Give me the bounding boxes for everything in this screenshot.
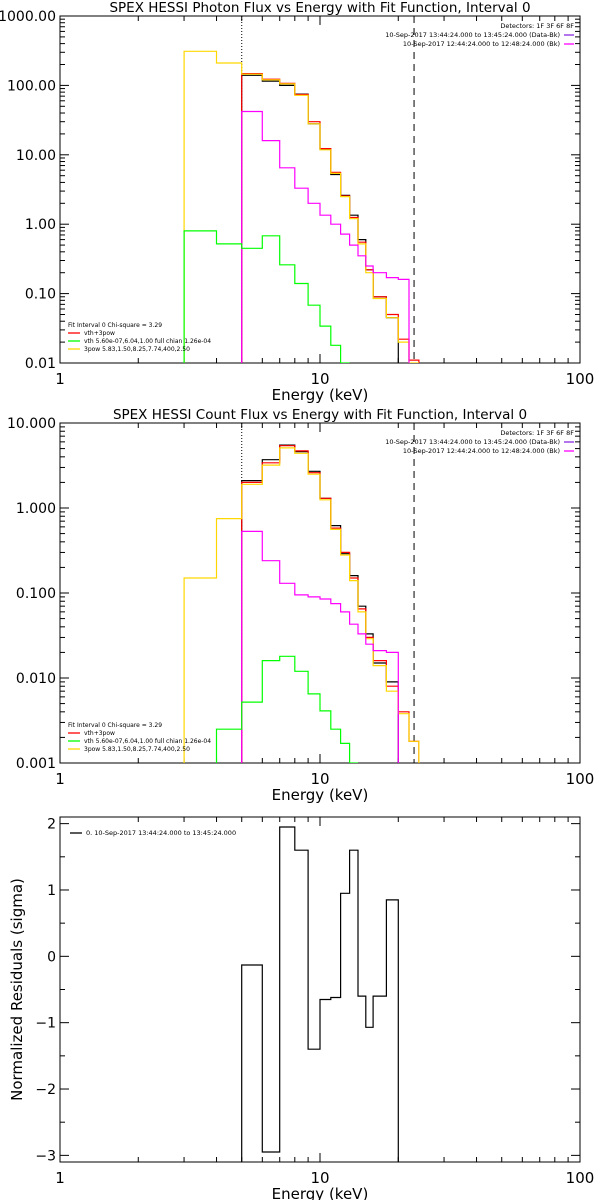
y-tick-label: 0.01 xyxy=(25,356,56,372)
y-tick-label: 0 xyxy=(47,949,56,965)
series-bk xyxy=(241,110,410,363)
legend-bottom-item: vth+3pow xyxy=(84,330,115,337)
series-0-10-sep-2017-13-44-24-000-to-13-45-24-000 xyxy=(241,826,399,1162)
legend-bottom-item: vth+3pow xyxy=(84,730,115,737)
x-tick-label: 1 xyxy=(55,370,65,388)
y-tick-label: 10.000 xyxy=(7,416,56,432)
y-tick-label: 0.100 xyxy=(16,586,56,602)
legend-top-item: 0. 10-Sep-2017 13:44:24.000 to 13:45:24.… xyxy=(86,829,236,837)
y-tick-label: −1 xyxy=(35,1016,56,1032)
y-tick-label: 1.000 xyxy=(16,501,56,517)
x-axis-label: Energy (keV) xyxy=(272,386,369,404)
chart-panel-0: 1 10 100 Energy (keV) 0.01 0.10 1.00 10.00 100.0… xyxy=(0,0,594,404)
y-tick-label: 1000.00 xyxy=(0,9,56,25)
legend-bottom-item: Fit Interval 0 Chi-square = 3.29 xyxy=(68,322,162,329)
series-3pow xyxy=(183,447,420,763)
legend-bottom-item: 3pow 5.83,1.50,8.25,7.74,400,2.50 xyxy=(84,746,190,753)
series-vth xyxy=(215,655,358,763)
plot-frame xyxy=(59,816,581,1163)
y-tick-label: −3 xyxy=(35,1148,56,1164)
x-tick-label: 10 xyxy=(310,1169,329,1187)
series-bk xyxy=(241,530,399,763)
x-tick-label: 100 xyxy=(566,770,595,788)
y-tick-label: 0.10 xyxy=(25,287,56,303)
legend-bottom-item: 3pow 5.83,1.50,8.25,7.74,400,2.50 xyxy=(84,346,190,353)
legend-top-item: 10-Sep-2017 12:44:24.000 to 12:48:24.000… xyxy=(403,40,560,48)
chart-panel-1: 1 10 100 Energy (keV) 0.001 0.010 0.100 1.000 10… xyxy=(7,407,594,804)
legend-top-item: Detectors: 1F 3F 6F 8F xyxy=(500,429,574,437)
x-tick-label: 100 xyxy=(566,370,595,388)
chart-title: SPEX HESSI Count Flux vs Energy with Fit… xyxy=(113,407,527,423)
x-tick-label: 100 xyxy=(566,1169,595,1187)
legend-bottom-item: vth 5.60e-07,6.04,1.00 full chian 1.26e-… xyxy=(84,338,211,345)
y-tick-label: 10.00 xyxy=(16,148,56,164)
x-axis-label: Energy (keV) xyxy=(272,1185,369,1200)
legend-bottom-item: vth 5.60e-07,6.04,1.00 full chian 1.26e-… xyxy=(84,738,211,745)
legend-top-item: 10-Sep-2017 13:44:24.000 to 13:45:24.000… xyxy=(385,438,560,446)
x-tick-label: 1 xyxy=(55,770,65,788)
series-group xyxy=(241,826,399,1162)
x-tick-label: 1 xyxy=(55,1169,65,1187)
y-tick-label: 2 xyxy=(47,817,56,833)
series-group xyxy=(183,50,420,363)
x-tick-label: 10 xyxy=(310,370,329,388)
y-tick-label: 1.00 xyxy=(25,217,56,233)
y-tick-label: 0.010 xyxy=(16,671,56,687)
series-vth-3pow xyxy=(241,445,420,763)
legend-top-item: 10-Sep-2017 12:44:24.000 to 12:48:24.000… xyxy=(403,447,560,455)
series-group xyxy=(183,444,420,763)
y-axis-label: Normalized Residuals (sigma) xyxy=(8,878,26,1101)
y-tick-label: 1 xyxy=(47,883,56,899)
series-3pow xyxy=(183,50,419,363)
legend-top-item: 10-Sep-2017 13:44:24.000 to 13:45:24.000… xyxy=(385,31,560,39)
x-tick-label: 10 xyxy=(310,770,329,788)
legend-top-item: Detectors: 1F 3F 6F 8F xyxy=(500,22,574,30)
chart-title: SPEX HESSI Photon Flux vs Energy with Fi… xyxy=(109,0,530,16)
y-tick-label: 100.00 xyxy=(7,78,56,94)
y-tick-label: 0.001 xyxy=(16,756,56,772)
x-axis-label: Energy (keV) xyxy=(272,786,369,804)
legend-bottom-item: Fit Interval 0 Chi-square = 3.29 xyxy=(68,722,162,729)
series-vth xyxy=(183,230,350,363)
chart-panel-2: 1 10 100 Energy (keV) −3 −2 −1 0 1 2 Normalized Re… xyxy=(8,816,595,1203)
y-tick-label: −2 xyxy=(35,1082,56,1098)
